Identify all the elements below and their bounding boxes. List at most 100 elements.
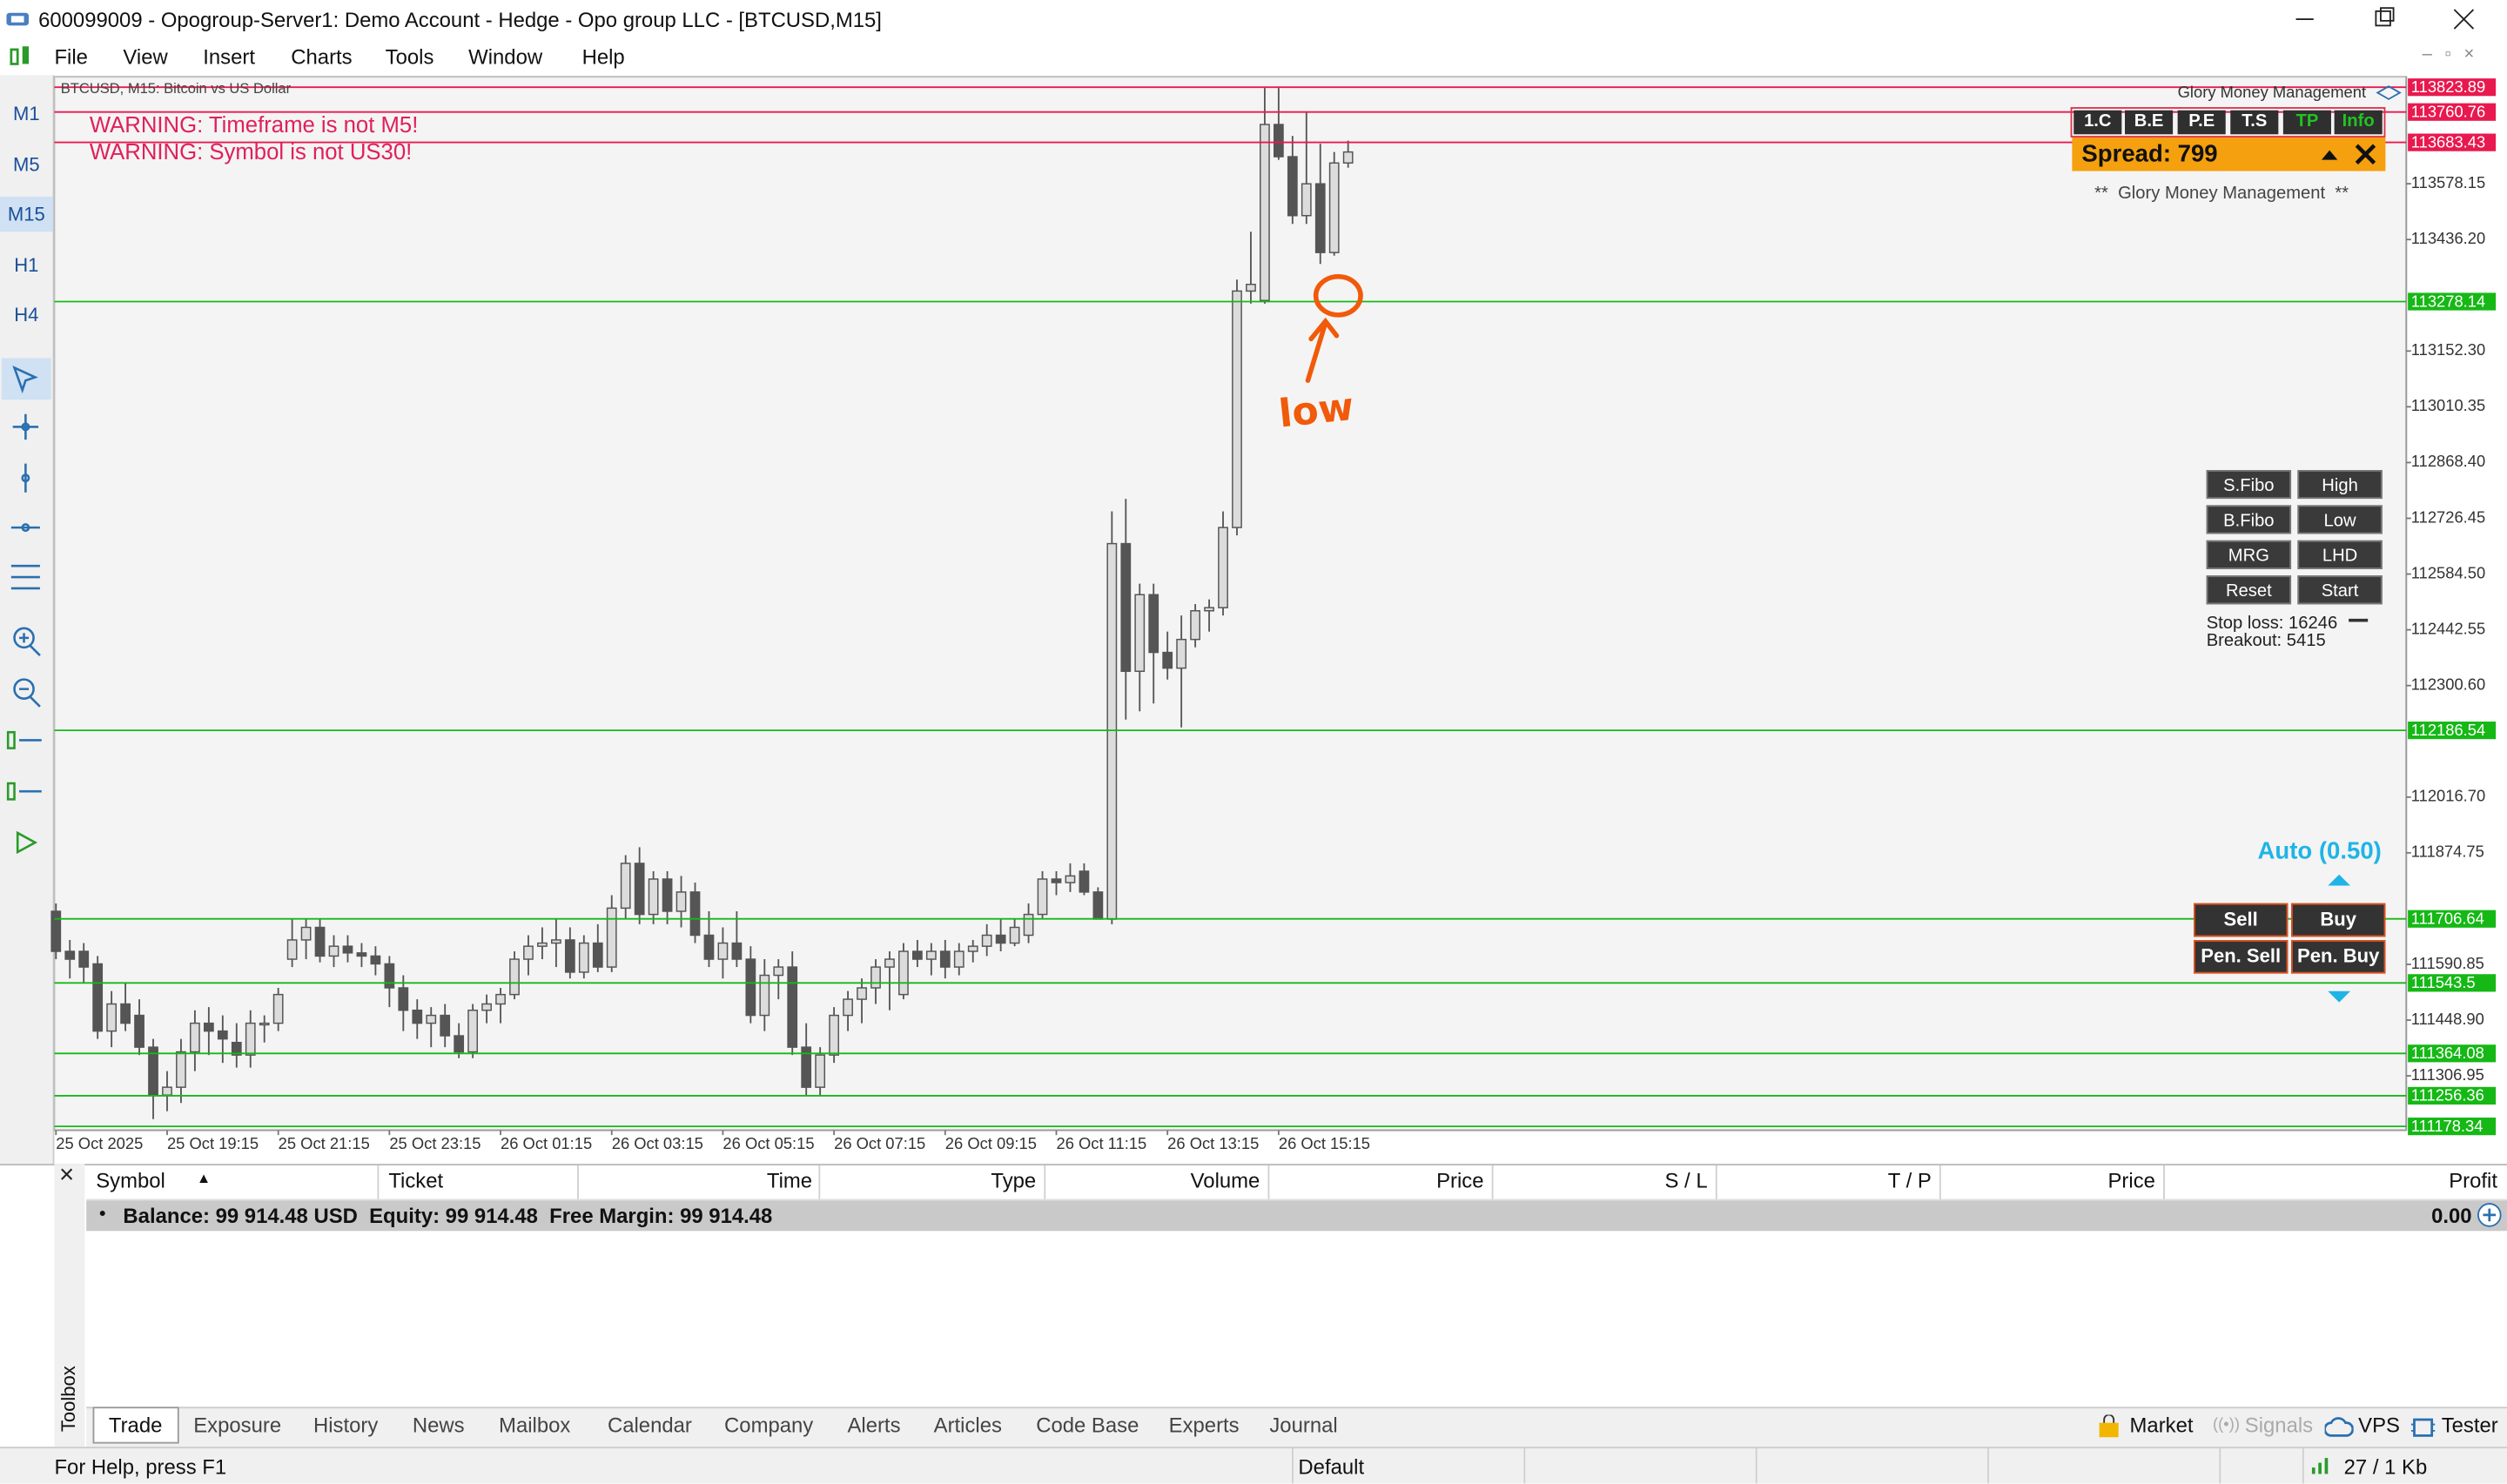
- service-link[interactable]: VPS: [2358, 1413, 2400, 1438]
- child-window-controls[interactable]: –▫×: [2422, 44, 2487, 64]
- panel-button[interactable]: 1.C: [2073, 110, 2122, 135]
- candle-body-up: [481, 1003, 492, 1011]
- warning-text: WARNING: Symbol is not US30!: [90, 140, 412, 165]
- candle-body-down: [342, 945, 353, 954]
- timeframe-button[interactable]: H4: [14, 303, 39, 326]
- tool-button[interactable]: LHD: [2297, 540, 2383, 569]
- price-level-tag: [2408, 1086, 2497, 1105]
- panel-button[interactable]: TP: [2282, 110, 2331, 135]
- tab[interactable]: Journal: [1269, 1413, 1338, 1438]
- auto-lot[interactable]: Auto (0.50): [2257, 837, 2382, 865]
- tool-button[interactable]: MRG: [2206, 540, 2292, 569]
- left-toolbar: [0, 75, 55, 1165]
- tab[interactable]: Exposure: [193, 1413, 282, 1438]
- candle-body-down: [745, 958, 756, 1017]
- warning-text: WARNING: Timeframe is not M5!: [90, 113, 419, 138]
- lot-arrows[interactable]: [2326, 871, 2351, 1005]
- spread-bar: [2072, 137, 2386, 171]
- panel-button[interactable]: B.E: [2125, 110, 2174, 135]
- tool-button[interactable]: B.Fibo: [2206, 505, 2292, 534]
- column-header[interactable]: Profit: [2449, 1168, 2497, 1193]
- candle-body-down: [1314, 183, 1326, 253]
- tab[interactable]: Experts: [1168, 1413, 1240, 1438]
- column-separator: [1267, 1165, 1270, 1199]
- tab[interactable]: Mailbox: [499, 1413, 571, 1438]
- price-level-label: 111256.36: [2411, 1086, 2484, 1105]
- tab[interactable]: Code Base: [1036, 1413, 1139, 1438]
- y-tick-label: 113152.30: [2411, 340, 2485, 359]
- menu-item[interactable]: View: [123, 44, 168, 69]
- service-link[interactable]: Tester: [2441, 1413, 2498, 1438]
- service-link[interactable]: Signals: [2244, 1413, 2314, 1438]
- panel-button[interactable]: Info: [2334, 110, 2383, 135]
- add-button[interactable]: [2477, 1202, 2502, 1227]
- menu-item[interactable]: File: [54, 44, 88, 69]
- candle-body-down: [64, 950, 76, 960]
- candle-body-up: [259, 1022, 270, 1026]
- column-header[interactable]: Symbol: [96, 1168, 165, 1193]
- column-header[interactable]: Price: [2107, 1168, 2155, 1193]
- menu-item[interactable]: Tools: [385, 44, 434, 69]
- column-header[interactable]: Ticket: [388, 1168, 444, 1193]
- pending-sell-button[interactable]: Pen. Sell: [2194, 940, 2289, 974]
- y-tick-label: 112300.60: [2411, 675, 2485, 694]
- tab[interactable]: History: [313, 1413, 379, 1438]
- menu-item[interactable]: Help: [581, 44, 625, 69]
- price-level-label: 111706.64: [2411, 909, 2484, 927]
- column-separator: [1715, 1165, 1717, 1199]
- timeframe-button[interactable]: M1: [12, 102, 40, 125]
- menu-item[interactable]: Charts: [291, 44, 353, 69]
- status-separator: [1523, 1448, 1526, 1484]
- tab[interactable]: Articles: [933, 1413, 1002, 1438]
- column-header[interactable]: T / P: [1887, 1168, 1932, 1193]
- candle-body-up: [523, 945, 534, 960]
- column-header[interactable]: Price: [1436, 1168, 1484, 1193]
- tab[interactable]: News: [412, 1413, 465, 1438]
- menu-item[interactable]: Window: [468, 44, 543, 69]
- tool-icons[interactable]: [0, 355, 53, 867]
- y-tick-label: 111590.85: [2411, 954, 2484, 972]
- column-header[interactable]: Type: [991, 1168, 1037, 1193]
- menu-item[interactable]: Insert: [203, 44, 255, 69]
- window-controls[interactable]: [2287, 6, 2487, 31]
- tool-button[interactable]: Start: [2297, 575, 2383, 605]
- candle-body-down: [50, 910, 62, 952]
- tab[interactable]: Calendar: [607, 1413, 692, 1438]
- timeframe-button[interactable]: H1: [14, 254, 39, 277]
- annotation-text: low: [1277, 385, 1356, 437]
- profit-total: 0.00: [2431, 1204, 2472, 1228]
- candle-body-down: [689, 891, 701, 937]
- tool-button[interactable]: Low: [2297, 505, 2383, 534]
- timeframe-button[interactable]: M5: [12, 153, 40, 177]
- pending-buy-button[interactable]: Pen. Buy: [2291, 940, 2386, 974]
- timeframe-button-active[interactable]: M15: [0, 196, 53, 232]
- candle-body-down: [564, 939, 575, 973]
- window-title: 600099009 - Opogroup-Server1: Demo Accou…: [38, 8, 882, 32]
- service-link[interactable]: Market: [2129, 1413, 2194, 1438]
- brand-icon: [2376, 85, 2402, 100]
- y-tick-label: 113436.20: [2411, 229, 2485, 247]
- y-tick-label: 111448.90: [2411, 1010, 2484, 1028]
- column-separator: [2163, 1165, 2165, 1199]
- x-tick-label: 25 Oct 2025: [56, 1134, 143, 1152]
- column-header[interactable]: Volume: [1190, 1168, 1260, 1193]
- tool-button[interactable]: Reset: [2206, 575, 2292, 605]
- price-level-tag: [2408, 133, 2497, 151]
- candle-body-up: [551, 939, 561, 944]
- tab[interactable]: Trade: [108, 1413, 163, 1438]
- candle-body-up: [537, 942, 548, 947]
- toolbox-close[interactable]: ×: [58, 1162, 75, 1190]
- column-header[interactable]: Time: [766, 1168, 813, 1193]
- sell-button[interactable]: Sell: [2194, 903, 2289, 937]
- tab[interactable]: Company: [724, 1413, 814, 1438]
- tool-button[interactable]: S.Fibo: [2206, 470, 2292, 500]
- panel-button[interactable]: P.E: [2177, 110, 2226, 135]
- tool-button[interactable]: High: [2297, 470, 2383, 500]
- candle-body-down: [1148, 594, 1159, 654]
- spread-controls[interactable]: [2318, 142, 2382, 167]
- column-separator: [1044, 1165, 1046, 1199]
- buy-button[interactable]: Buy: [2291, 903, 2386, 937]
- panel-button[interactable]: T.S: [2230, 110, 2279, 135]
- tab[interactable]: Alerts: [847, 1413, 901, 1438]
- column-header[interactable]: S / L: [1664, 1168, 1708, 1193]
